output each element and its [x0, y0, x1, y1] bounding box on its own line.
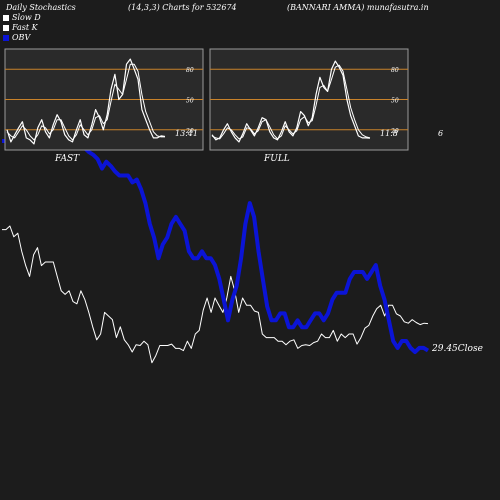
price-close-line [2, 225, 429, 364]
close-price-label: 29.45Close [431, 344, 483, 354]
stoch-full-label: FULL [263, 154, 290, 164]
y-tick-20: 20 [185, 128, 194, 135]
stoch-fast-label: FAST [54, 154, 80, 164]
right-axis-tick: 6 [438, 129, 443, 138]
chart-header-center: (14,3,3) Charts for 532674 [128, 3, 237, 12]
legend-slow-d-label: Slow D [12, 13, 41, 22]
stoch-full-slow-d-line [211, 64, 371, 140]
y-tick-20: 20 [390, 128, 399, 135]
stoch-fast-fast-k-line [6, 58, 166, 145]
legend-slow-d-swatch [3, 14, 9, 21]
stoch-full-fast-k-line [211, 60, 371, 143]
chart-header-left: Daily Stochastics [6, 3, 76, 12]
y-tick-80: 80 [186, 67, 194, 74]
legend-fast-k: Fast K [3, 23, 38, 32]
stoch-fast-last-value: 13.41 [175, 129, 198, 138]
legend-obv-swatch [3, 34, 9, 41]
y-tick-50: 50 [186, 98, 194, 105]
legend-fast-k-label: Fast K [12, 23, 38, 32]
legend-slow-d: Slow D [3, 13, 41, 22]
stoch-full-last-value: 11.8 [380, 129, 398, 138]
y-tick-50: 50 [391, 98, 399, 105]
chart-header-right: (BANNARI AMMA) munafasutra.in [287, 3, 429, 12]
stoch-fast-slow-d-line [6, 63, 165, 141]
legend-obv-label: OBV [12, 33, 31, 42]
y-tick-80: 80 [391, 67, 399, 74]
legend-obv: OBV [3, 33, 30, 42]
legend-fast-k-swatch [3, 24, 9, 31]
